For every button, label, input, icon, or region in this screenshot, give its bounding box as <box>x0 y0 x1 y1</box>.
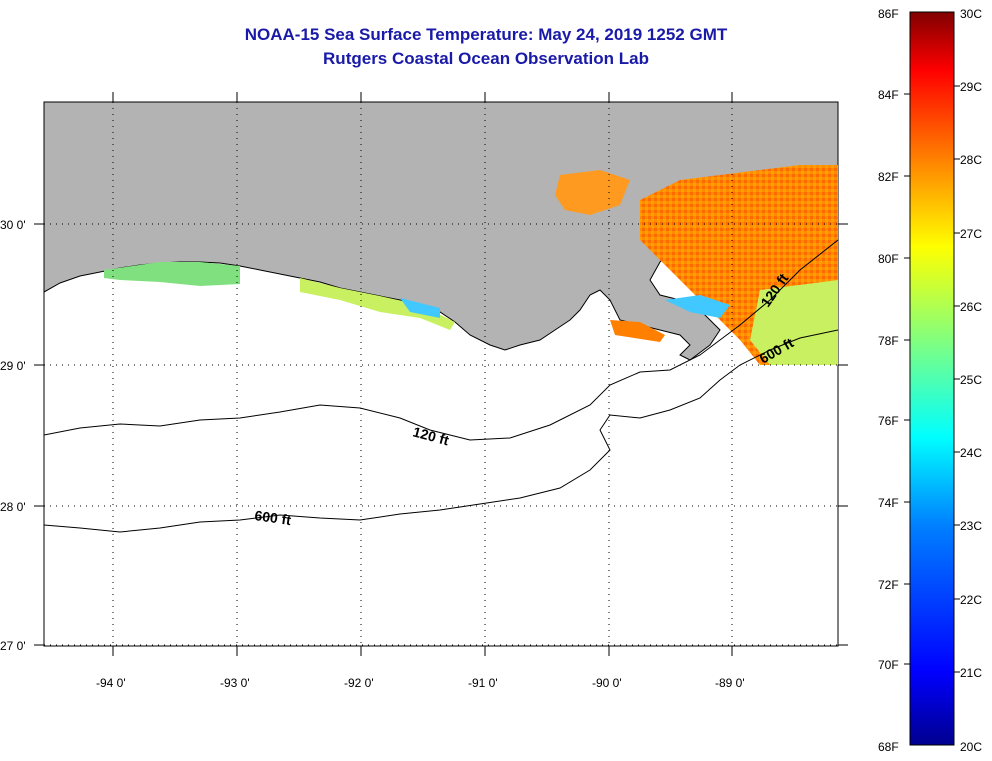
tick-marks <box>34 92 848 656</box>
colorbar-c-label: 28C <box>960 153 982 167</box>
colorbar-ticks <box>904 85 960 673</box>
colorbar-f-label: 80F <box>878 252 899 266</box>
lon-label: -94 0' <box>96 676 126 690</box>
sst-patch-central <box>300 278 455 330</box>
colorbar-f-label: 84F <box>878 88 899 102</box>
colorbar-f-label: 74F <box>878 496 899 510</box>
colorbar-c-label: 20C <box>960 740 982 754</box>
colorbar-f-label: 68F <box>878 740 899 754</box>
map-subtitle: Rutgers Coastal Ocean Observation Lab <box>323 49 649 68</box>
lon-label: -93 0' <box>220 676 250 690</box>
contour-600ft <box>44 329 838 533</box>
colorbar-f-label: 72F <box>878 578 899 592</box>
colorbar-c-label: 26C <box>960 300 982 314</box>
graticule <box>44 102 838 646</box>
lon-label: -89 0' <box>715 676 745 690</box>
colorbar <box>909 11 955 746</box>
sst-patch-shelf <box>750 280 838 365</box>
lon-label: -91 0' <box>468 676 498 690</box>
sst-patch-cool <box>400 298 440 318</box>
lat-label: 29 0' <box>0 359 26 373</box>
contour-120ft <box>44 239 838 441</box>
lon-label: -92 0' <box>344 676 374 690</box>
map-title: NOAA-15 Sea Surface Temperature: May 24,… <box>244 25 728 44</box>
contour-label-600ft-west: 600 ft <box>254 507 293 528</box>
colorbar-c-label: 24C <box>960 446 982 460</box>
colorbar-c-label: 29C <box>960 80 982 94</box>
colorbar-f-label: 76F <box>878 414 899 428</box>
colorbar-c-label: 27C <box>960 227 982 241</box>
colorbar-f-label: 86F <box>878 7 899 21</box>
colorbar-f-label: 70F <box>878 658 899 672</box>
sst-patch-west <box>104 262 240 286</box>
colorbar-f-label: 82F <box>878 170 899 184</box>
lat-label: 30 0' <box>0 218 26 232</box>
colorbar-c-label: 25C <box>960 373 982 387</box>
lat-label: 27 0' <box>0 639 26 653</box>
lon-label: -90 0' <box>592 676 622 690</box>
colorbar-c-label: 23C <box>960 519 982 533</box>
sst-patch-bay <box>610 320 665 342</box>
lat-label: 28 0' <box>0 500 26 514</box>
colorbar-c-label: 30C <box>960 7 982 21</box>
land-mass <box>44 102 838 361</box>
colorbar-f-label: 78F <box>878 334 899 348</box>
sst-patch-delta-cool <box>665 295 730 318</box>
colorbar-c-label: 21C <box>960 666 982 680</box>
colorbar-c-label: 22C <box>960 593 982 607</box>
sst-patch-lake <box>555 170 630 215</box>
